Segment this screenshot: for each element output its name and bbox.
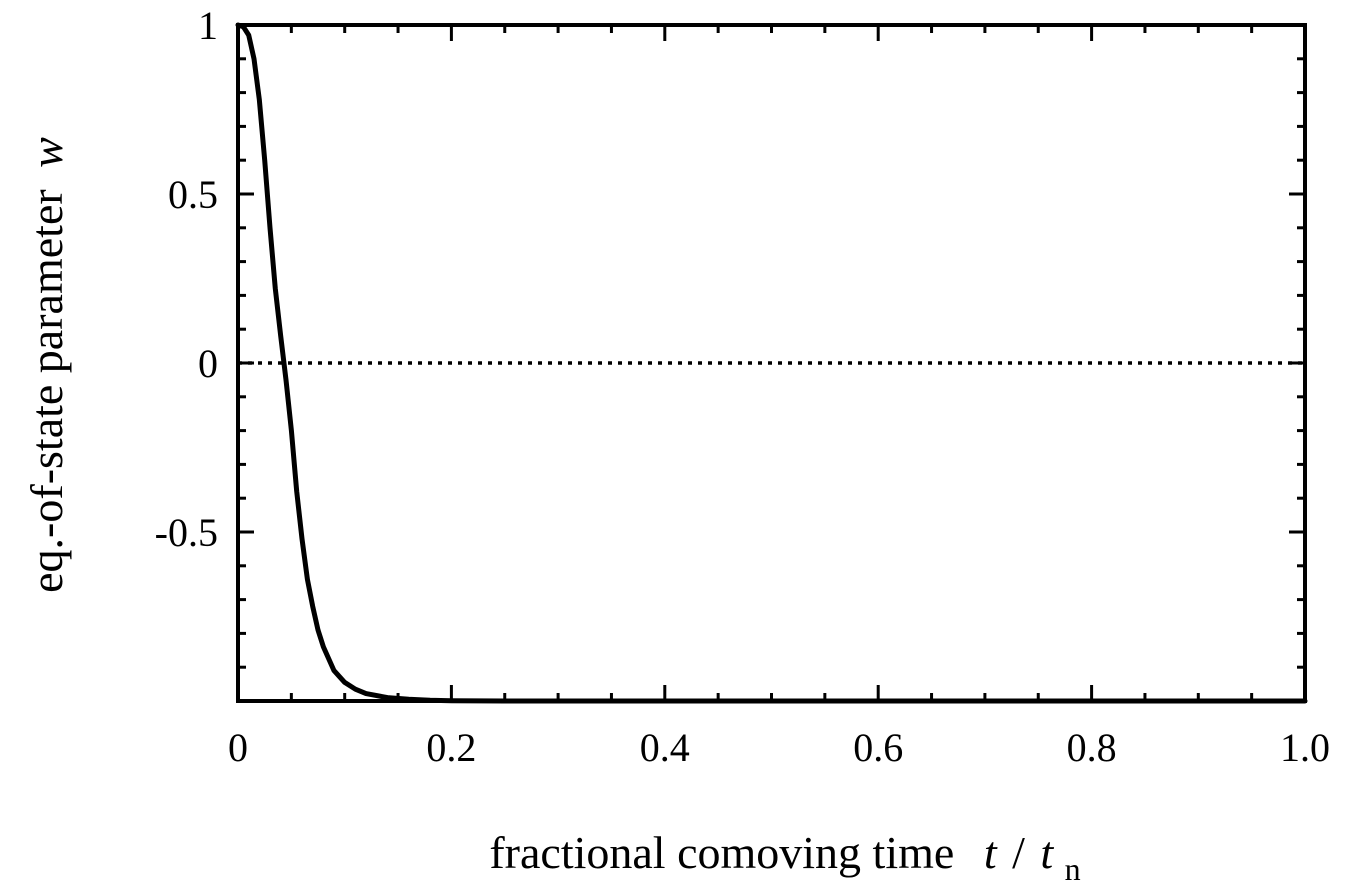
y-tick-label: 1: [198, 3, 218, 48]
x-tick-label: 1.0: [1280, 725, 1330, 770]
x-tick-label: 0: [228, 725, 248, 770]
x-tick-label: 0.6: [853, 725, 903, 770]
x-axis-label-denominator: t: [1040, 827, 1054, 878]
x-axis-label: fractional comoving time t / t n: [489, 827, 1080, 886]
x-tick-label: 0.4: [640, 725, 690, 770]
x-axis-label-numerator: t: [984, 827, 998, 878]
y-tick-label: -0.5: [155, 510, 218, 555]
y-axis-label-text: eq.-of-state parameter: [21, 189, 72, 593]
plot-frame: [236, 23, 1307, 703]
x-axis-label-subscript: n: [1065, 851, 1081, 886]
x-axis-label-slash: /: [1012, 827, 1025, 878]
x-tick-label: 0.2: [426, 725, 476, 770]
x-tick-label: 0.8: [1067, 725, 1117, 770]
tick-labels-layer: 0 0.2 0.4 0.6 0.8 1.0 -0.5 0 0.5 1: [155, 3, 1330, 770]
x-axis-label-text: fractional comoving time: [489, 827, 954, 878]
y-tick-label: 0: [198, 341, 218, 386]
y-axis-label-var: w: [21, 137, 72, 168]
y-axis-label: eq.-of-state parameter w: [21, 137, 72, 593]
y-tick-label: 0.5: [168, 172, 218, 217]
